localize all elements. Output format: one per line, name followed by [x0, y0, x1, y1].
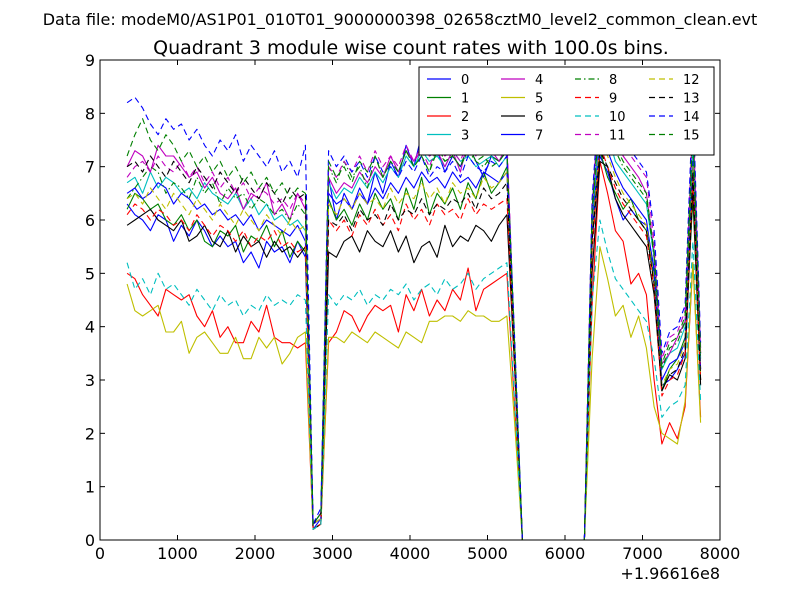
series-line-10: [126, 219, 702, 540]
legend-box: [418, 66, 715, 156]
y-tick-label: 4: [85, 318, 95, 337]
legend-label-10: 10: [609, 110, 626, 125]
x-offset-label: +1.96616e8: [620, 564, 720, 583]
series-line-1: [126, 150, 702, 540]
series-line-9: [126, 144, 702, 540]
x-tick-label: 6000: [545, 544, 586, 563]
y-tick-label: 3: [85, 371, 95, 390]
legend-label-1: 1: [461, 92, 469, 107]
series-line-8: [126, 112, 702, 540]
series-line-5: [126, 246, 702, 540]
x-tick-label: 2000: [235, 544, 276, 563]
legend-label-0: 0: [461, 73, 469, 88]
y-tick-label: 7: [85, 158, 95, 177]
y-tick-label: 9: [85, 51, 95, 70]
x-tick-label: 1000: [157, 544, 198, 563]
chart-title: Quadrant 3 module wise count rates with …: [153, 37, 669, 59]
legend-label-7: 7: [535, 129, 543, 144]
legend-label-3: 3: [461, 129, 469, 144]
x-tick-label: 0: [95, 544, 105, 563]
x-tick-label: 4000: [390, 544, 431, 563]
legend-label-11: 11: [609, 129, 626, 144]
x-tick-label: 7000: [622, 544, 663, 563]
series-line-12: [126, 139, 702, 540]
legend-label-13: 13: [683, 92, 700, 107]
plot-area-frame: [99, 59, 721, 541]
legend-label-5: 5: [535, 92, 543, 107]
y-tick-label: 6: [85, 211, 95, 230]
legend-label-15: 15: [683, 129, 700, 144]
legend-label-9: 9: [609, 92, 617, 107]
series-line-6: [126, 160, 702, 540]
legend-label-14: 14: [683, 110, 700, 125]
suptitle: Data file: modeM0/AS1P01_010T01_90000003…: [43, 10, 758, 30]
y-tick-label: 8: [85, 104, 95, 123]
x-tick-label: 8000: [700, 544, 741, 563]
x-tick-label: 5000: [467, 544, 508, 563]
y-tick-label: 1: [85, 478, 95, 497]
series-line-11: [126, 86, 702, 540]
y-tick-label: 0: [85, 531, 95, 550]
y-tick-label: 5: [85, 264, 95, 283]
legend-label-4: 4: [535, 73, 543, 88]
legend-label-8: 8: [609, 73, 617, 88]
series-line-2: [126, 160, 702, 540]
y-tick-label: 2: [85, 424, 95, 443]
legend-label-6: 6: [535, 110, 543, 125]
legend-label-12: 12: [683, 73, 700, 88]
x-tick-label: 3000: [312, 544, 353, 563]
legend-label-2: 2: [461, 110, 469, 125]
